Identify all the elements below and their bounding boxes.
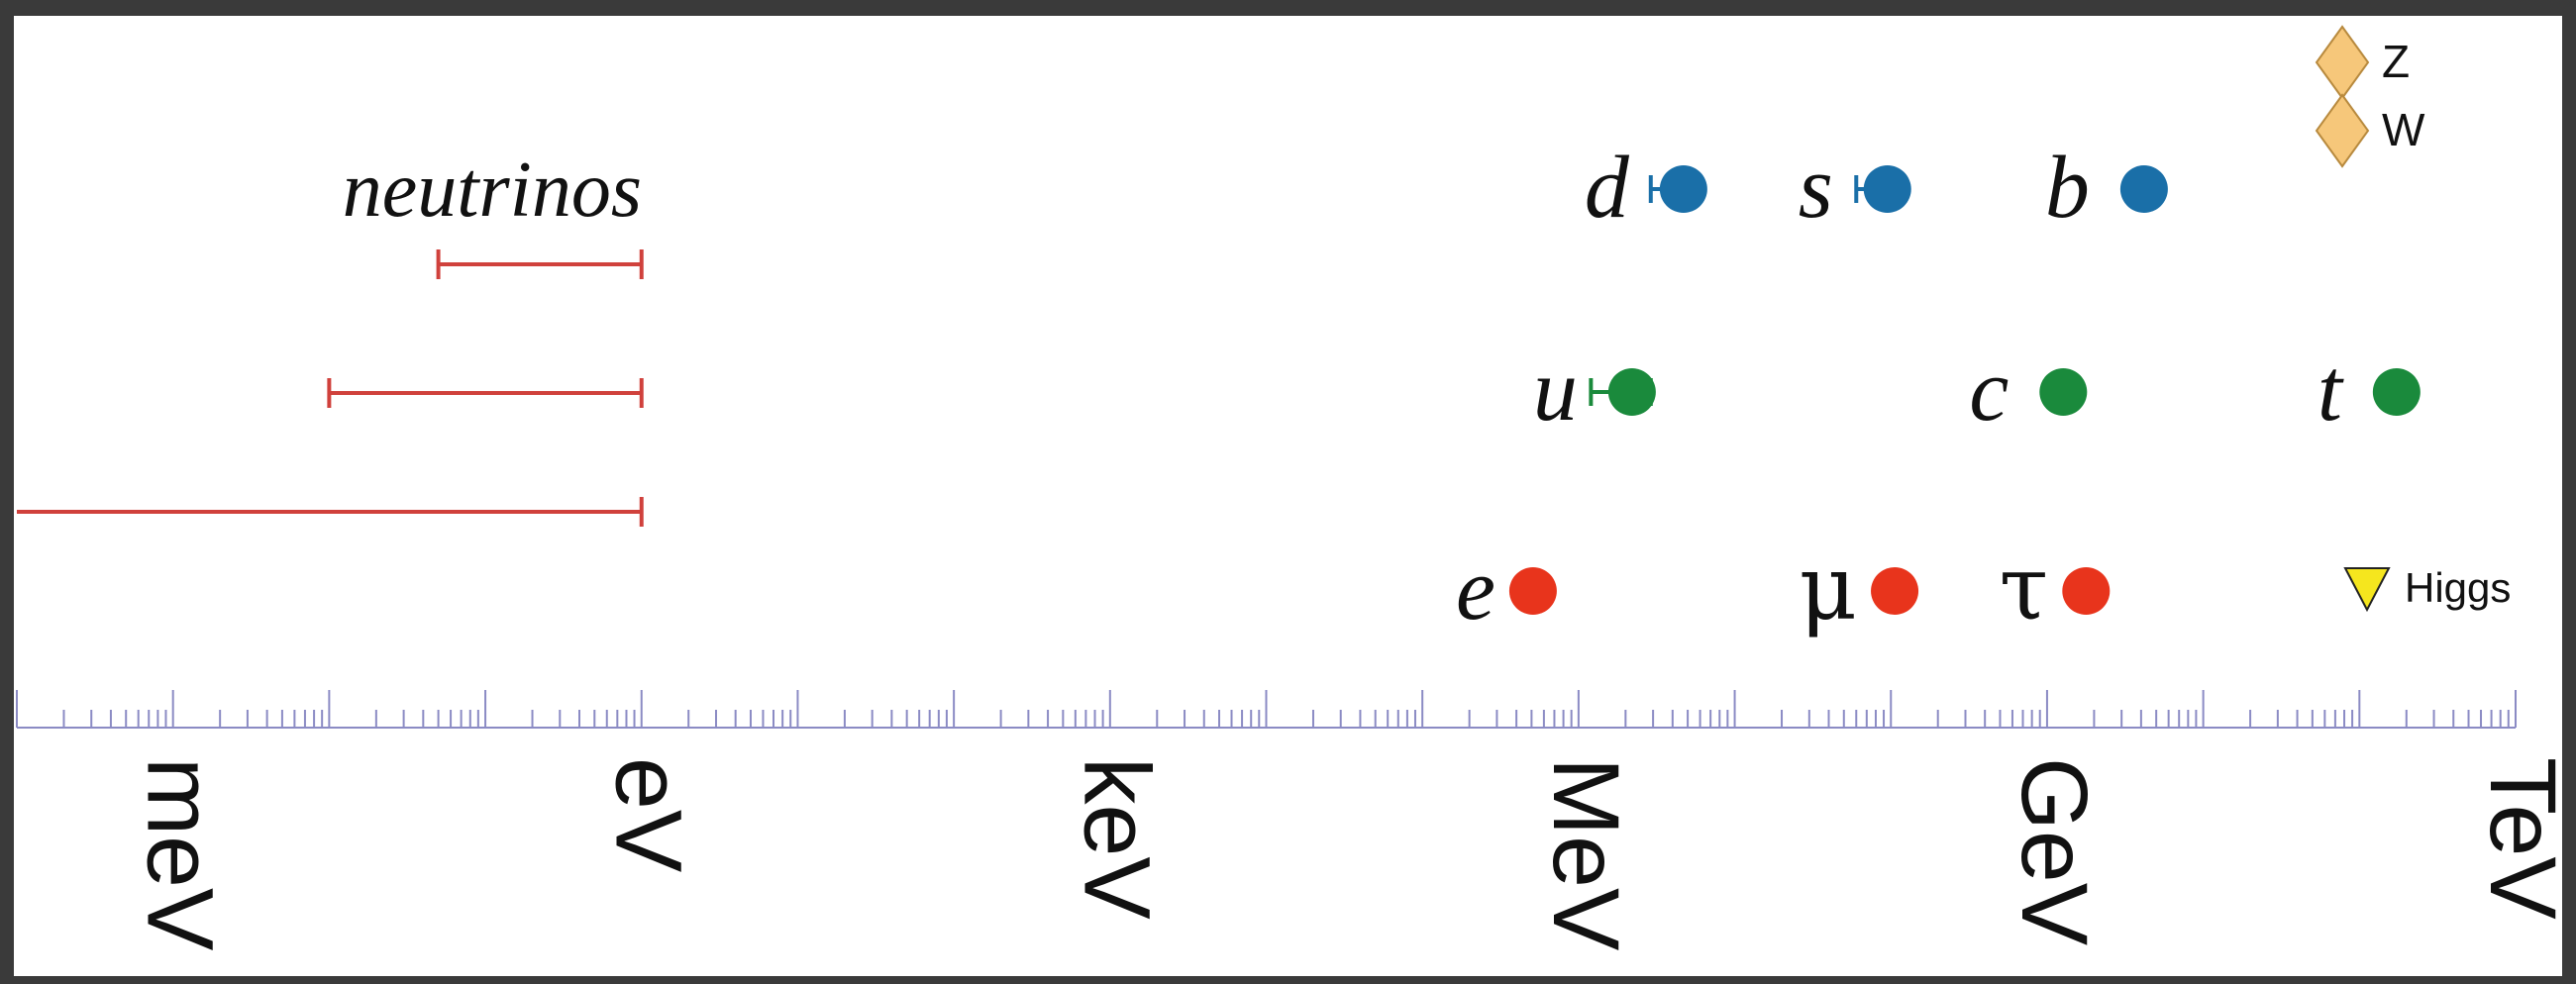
particle-point-s bbox=[1863, 165, 1911, 213]
particle-point-μ bbox=[1871, 567, 1919, 615]
neutrino-label: neutrinos bbox=[343, 147, 642, 234]
x-tick-label: GeV bbox=[2002, 757, 2107, 945]
particle-point-b bbox=[2119, 165, 2168, 213]
neutrino-ranges bbox=[17, 249, 644, 527]
particle-label-τ: τ bbox=[2000, 537, 2049, 640]
particle-label-u: u bbox=[1533, 342, 1578, 440]
neutrino-group: neutrinos bbox=[343, 147, 642, 234]
particle-label-c: c bbox=[1969, 342, 2009, 440]
particle-points: d s b u c t e μ τ ZW Higgs bbox=[1456, 25, 2511, 640]
particle-point-τ bbox=[2062, 567, 2111, 615]
axis-tick-labels: meV eV keV MeV GeV TeV bbox=[128, 757, 2575, 950]
boson-marker-W bbox=[2315, 93, 2370, 168]
particle-label-t: t bbox=[2318, 342, 2344, 440]
particle-point-t bbox=[2372, 368, 2421, 416]
x-tick-label: MeV bbox=[1533, 757, 1638, 950]
x-tick-label: keV bbox=[1065, 757, 1170, 920]
particle-point-u bbox=[1607, 368, 1656, 416]
x-tick-label: meV bbox=[128, 757, 233, 950]
boson-label-W: W bbox=[2382, 104, 2425, 155]
x-tick-label: eV bbox=[596, 757, 701, 872]
particle-label-s: s bbox=[1799, 139, 1833, 237]
particle-point-d bbox=[1659, 165, 1707, 213]
x-tick-label: TeV bbox=[2470, 757, 2575, 920]
boson-marker-Z bbox=[2315, 25, 2370, 100]
particle-label-d: d bbox=[1585, 139, 1630, 237]
particle-point-c bbox=[2039, 368, 2088, 416]
particle-label-b: b bbox=[2045, 139, 2090, 237]
boson-label-Z: Z bbox=[2382, 36, 2410, 87]
mass-axis bbox=[16, 690, 2517, 729]
higgs-label: Higgs bbox=[2405, 564, 2511, 611]
particle-label-e: e bbox=[1456, 541, 1495, 639]
particle-point-e bbox=[1508, 567, 1557, 615]
particle-label-μ: μ bbox=[1800, 537, 1858, 640]
higgs-marker bbox=[2343, 567, 2391, 613]
